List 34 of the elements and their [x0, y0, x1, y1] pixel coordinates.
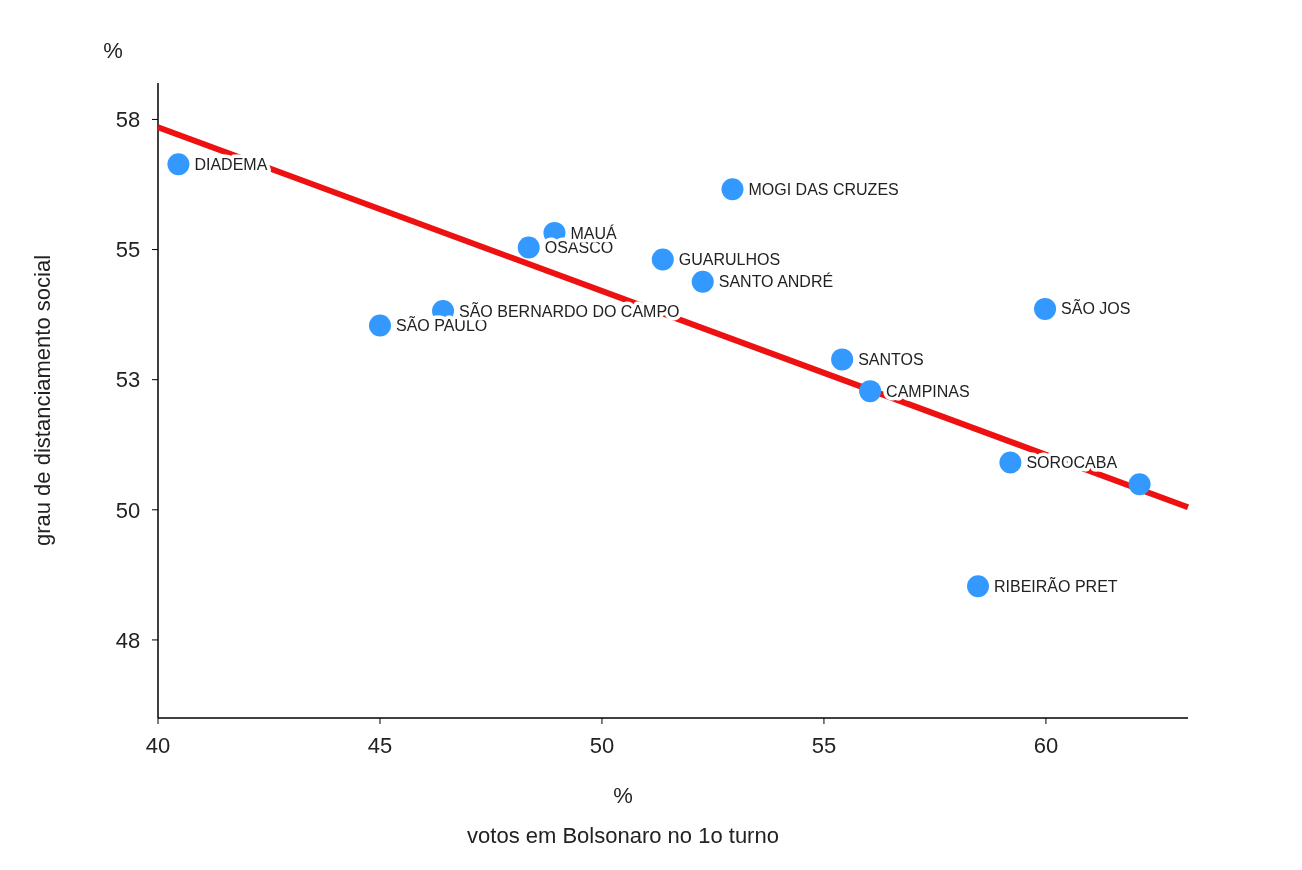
point	[1034, 297, 1057, 320]
x-tick-label: 60	[1033, 733, 1059, 758]
annotation: SANTO ANDRÉ	[718, 272, 834, 291]
point	[831, 348, 854, 371]
y-tick-label: 55	[115, 237, 141, 263]
annotation: RIBEIRÃO PRET	[994, 575, 1118, 595]
x-tick-label: 45	[367, 733, 393, 758]
point	[967, 575, 989, 598]
annotation: SÃO JOS	[1061, 298, 1131, 318]
point	[167, 153, 190, 176]
point	[1128, 473, 1151, 496]
x-tick-label: 40	[145, 733, 171, 758]
x-axis-title: votos em Bolsonaro no 1o turno	[467, 823, 779, 848]
point	[721, 178, 744, 201]
text: %	[613, 783, 633, 808]
x-tick-label: 50	[589, 733, 615, 758]
y-tick-label: 53	[115, 367, 141, 393]
y-tick-label: 48	[115, 627, 141, 653]
point	[859, 380, 882, 403]
y-tick-label: 50	[115, 497, 141, 523]
point	[651, 248, 674, 271]
annotation: CAMPINAS	[886, 382, 970, 400]
annotation: MAUÁ	[570, 223, 618, 242]
y-tick-label: 58	[115, 107, 141, 133]
point	[368, 314, 391, 337]
annotation: GUARULHOS	[678, 251, 781, 269]
y-axis-title: grau de distanciamento social	[30, 254, 55, 547]
point	[691, 270, 714, 293]
annotation: MOGI DAS CRUZES	[748, 180, 899, 198]
annotation: SANTOS	[858, 350, 924, 368]
text: %	[103, 38, 123, 63]
x-tick-label: 55	[811, 733, 837, 758]
point	[999, 451, 1022, 474]
point	[517, 236, 540, 259]
